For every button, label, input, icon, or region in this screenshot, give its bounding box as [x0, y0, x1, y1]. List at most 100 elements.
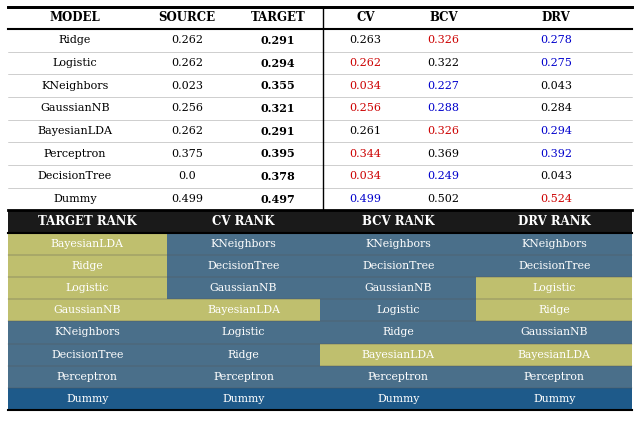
Text: 0.321: 0.321: [260, 103, 295, 114]
Bar: [320, 321, 476, 344]
Bar: [476, 255, 632, 277]
Text: BCV RANK: BCV RANK: [362, 215, 435, 228]
Text: Ridge: Ridge: [72, 261, 103, 271]
Text: 0.499: 0.499: [349, 194, 381, 204]
Text: 0.355: 0.355: [260, 80, 295, 91]
Text: BCV: BCV: [429, 11, 458, 24]
Bar: [167, 277, 320, 299]
Text: 0.499: 0.499: [172, 194, 204, 204]
Text: Ridge: Ridge: [228, 350, 259, 360]
Text: 0.497: 0.497: [260, 194, 295, 204]
Text: KNeighbors: KNeighbors: [365, 239, 431, 249]
Text: 0.263: 0.263: [349, 36, 381, 46]
Text: Perceptron: Perceptron: [213, 372, 274, 382]
Bar: [476, 277, 632, 299]
Text: TARGET RANK: TARGET RANK: [38, 215, 137, 228]
Text: 0.256: 0.256: [172, 103, 204, 113]
Text: CV RANK: CV RANK: [212, 215, 275, 228]
Text: BayesianLDA: BayesianLDA: [207, 305, 280, 315]
Bar: [8, 210, 632, 410]
Text: Perceptron: Perceptron: [367, 372, 429, 382]
Text: DRV: DRV: [541, 11, 570, 24]
Bar: [8, 277, 167, 299]
Text: 0.288: 0.288: [428, 103, 460, 113]
Bar: [8, 233, 167, 255]
Bar: [8, 299, 167, 321]
Bar: [167, 366, 320, 388]
Text: Dummy: Dummy: [66, 394, 109, 404]
Text: 0.395: 0.395: [260, 148, 295, 159]
Text: 0.378: 0.378: [260, 171, 295, 182]
Text: 0.369: 0.369: [428, 149, 460, 159]
Text: TARGET: TARGET: [250, 11, 305, 24]
Text: Logistic: Logistic: [376, 305, 420, 315]
Bar: [476, 210, 632, 233]
Text: BayesianLDA: BayesianLDA: [518, 350, 591, 360]
Bar: [167, 255, 320, 277]
Text: 0.043: 0.043: [540, 171, 572, 181]
Text: KNeighbors: KNeighbors: [41, 81, 109, 91]
Text: 0.034: 0.034: [349, 171, 381, 181]
Text: 0.284: 0.284: [540, 103, 572, 113]
Text: 0.043: 0.043: [540, 81, 572, 91]
Text: Perceptron: Perceptron: [44, 149, 106, 159]
Bar: [320, 233, 476, 255]
Bar: [167, 299, 320, 321]
Text: SOURCE: SOURCE: [159, 11, 216, 24]
Text: KNeighbors: KNeighbors: [211, 239, 276, 249]
Text: 0.262: 0.262: [172, 36, 204, 46]
Text: Perceptron: Perceptron: [524, 372, 585, 382]
Text: 0.294: 0.294: [540, 126, 572, 136]
Bar: [167, 388, 320, 410]
Text: 0.524: 0.524: [540, 194, 572, 204]
Text: DecisionTree: DecisionTree: [518, 261, 591, 271]
Text: GaussianNB: GaussianNB: [520, 327, 588, 337]
Bar: [8, 366, 167, 388]
Text: Logistic: Logistic: [532, 283, 576, 293]
Bar: [320, 366, 476, 388]
Text: Ridge: Ridge: [59, 36, 91, 46]
Text: KNeighbors: KNeighbors: [522, 239, 587, 249]
Bar: [476, 233, 632, 255]
Bar: [8, 210, 167, 233]
Text: GaussianNB: GaussianNB: [210, 283, 277, 293]
Bar: [167, 344, 320, 366]
Text: DRV RANK: DRV RANK: [518, 215, 591, 228]
Bar: [167, 321, 320, 344]
Text: 0.023: 0.023: [172, 81, 204, 91]
Text: Ridge: Ridge: [538, 305, 570, 315]
Bar: [8, 321, 167, 344]
Bar: [320, 277, 476, 299]
Text: Perceptron: Perceptron: [57, 372, 118, 382]
Text: DecisionTree: DecisionTree: [51, 350, 124, 360]
Text: 0.294: 0.294: [260, 58, 295, 69]
Text: KNeighbors: KNeighbors: [54, 327, 120, 337]
Text: 0.326: 0.326: [428, 126, 460, 136]
Text: 0.322: 0.322: [428, 58, 460, 68]
Text: Ridge: Ridge: [382, 327, 414, 337]
Bar: [476, 388, 632, 410]
Text: DecisionTree: DecisionTree: [207, 261, 280, 271]
Text: CV: CV: [356, 11, 374, 24]
Bar: [320, 388, 476, 410]
Text: 0.502: 0.502: [428, 194, 460, 204]
Bar: [320, 255, 476, 277]
Text: 0.392: 0.392: [540, 149, 572, 159]
Text: GaussianNB: GaussianNB: [364, 283, 432, 293]
Text: 0.375: 0.375: [172, 149, 204, 159]
Text: 0.291: 0.291: [260, 125, 295, 137]
Text: Dummy: Dummy: [533, 394, 575, 404]
Bar: [320, 210, 476, 233]
Bar: [476, 299, 632, 321]
Text: 0.0: 0.0: [179, 171, 196, 181]
Bar: [320, 344, 476, 366]
Text: BayesianLDA: BayesianLDA: [51, 239, 124, 249]
Bar: [8, 7, 632, 210]
Text: Logistic: Logistic: [52, 58, 97, 68]
Bar: [476, 321, 632, 344]
Text: 0.262: 0.262: [349, 58, 381, 68]
Bar: [8, 255, 167, 277]
Bar: [167, 210, 320, 233]
Text: Dummy: Dummy: [377, 394, 419, 404]
Text: 0.034: 0.034: [349, 81, 381, 91]
